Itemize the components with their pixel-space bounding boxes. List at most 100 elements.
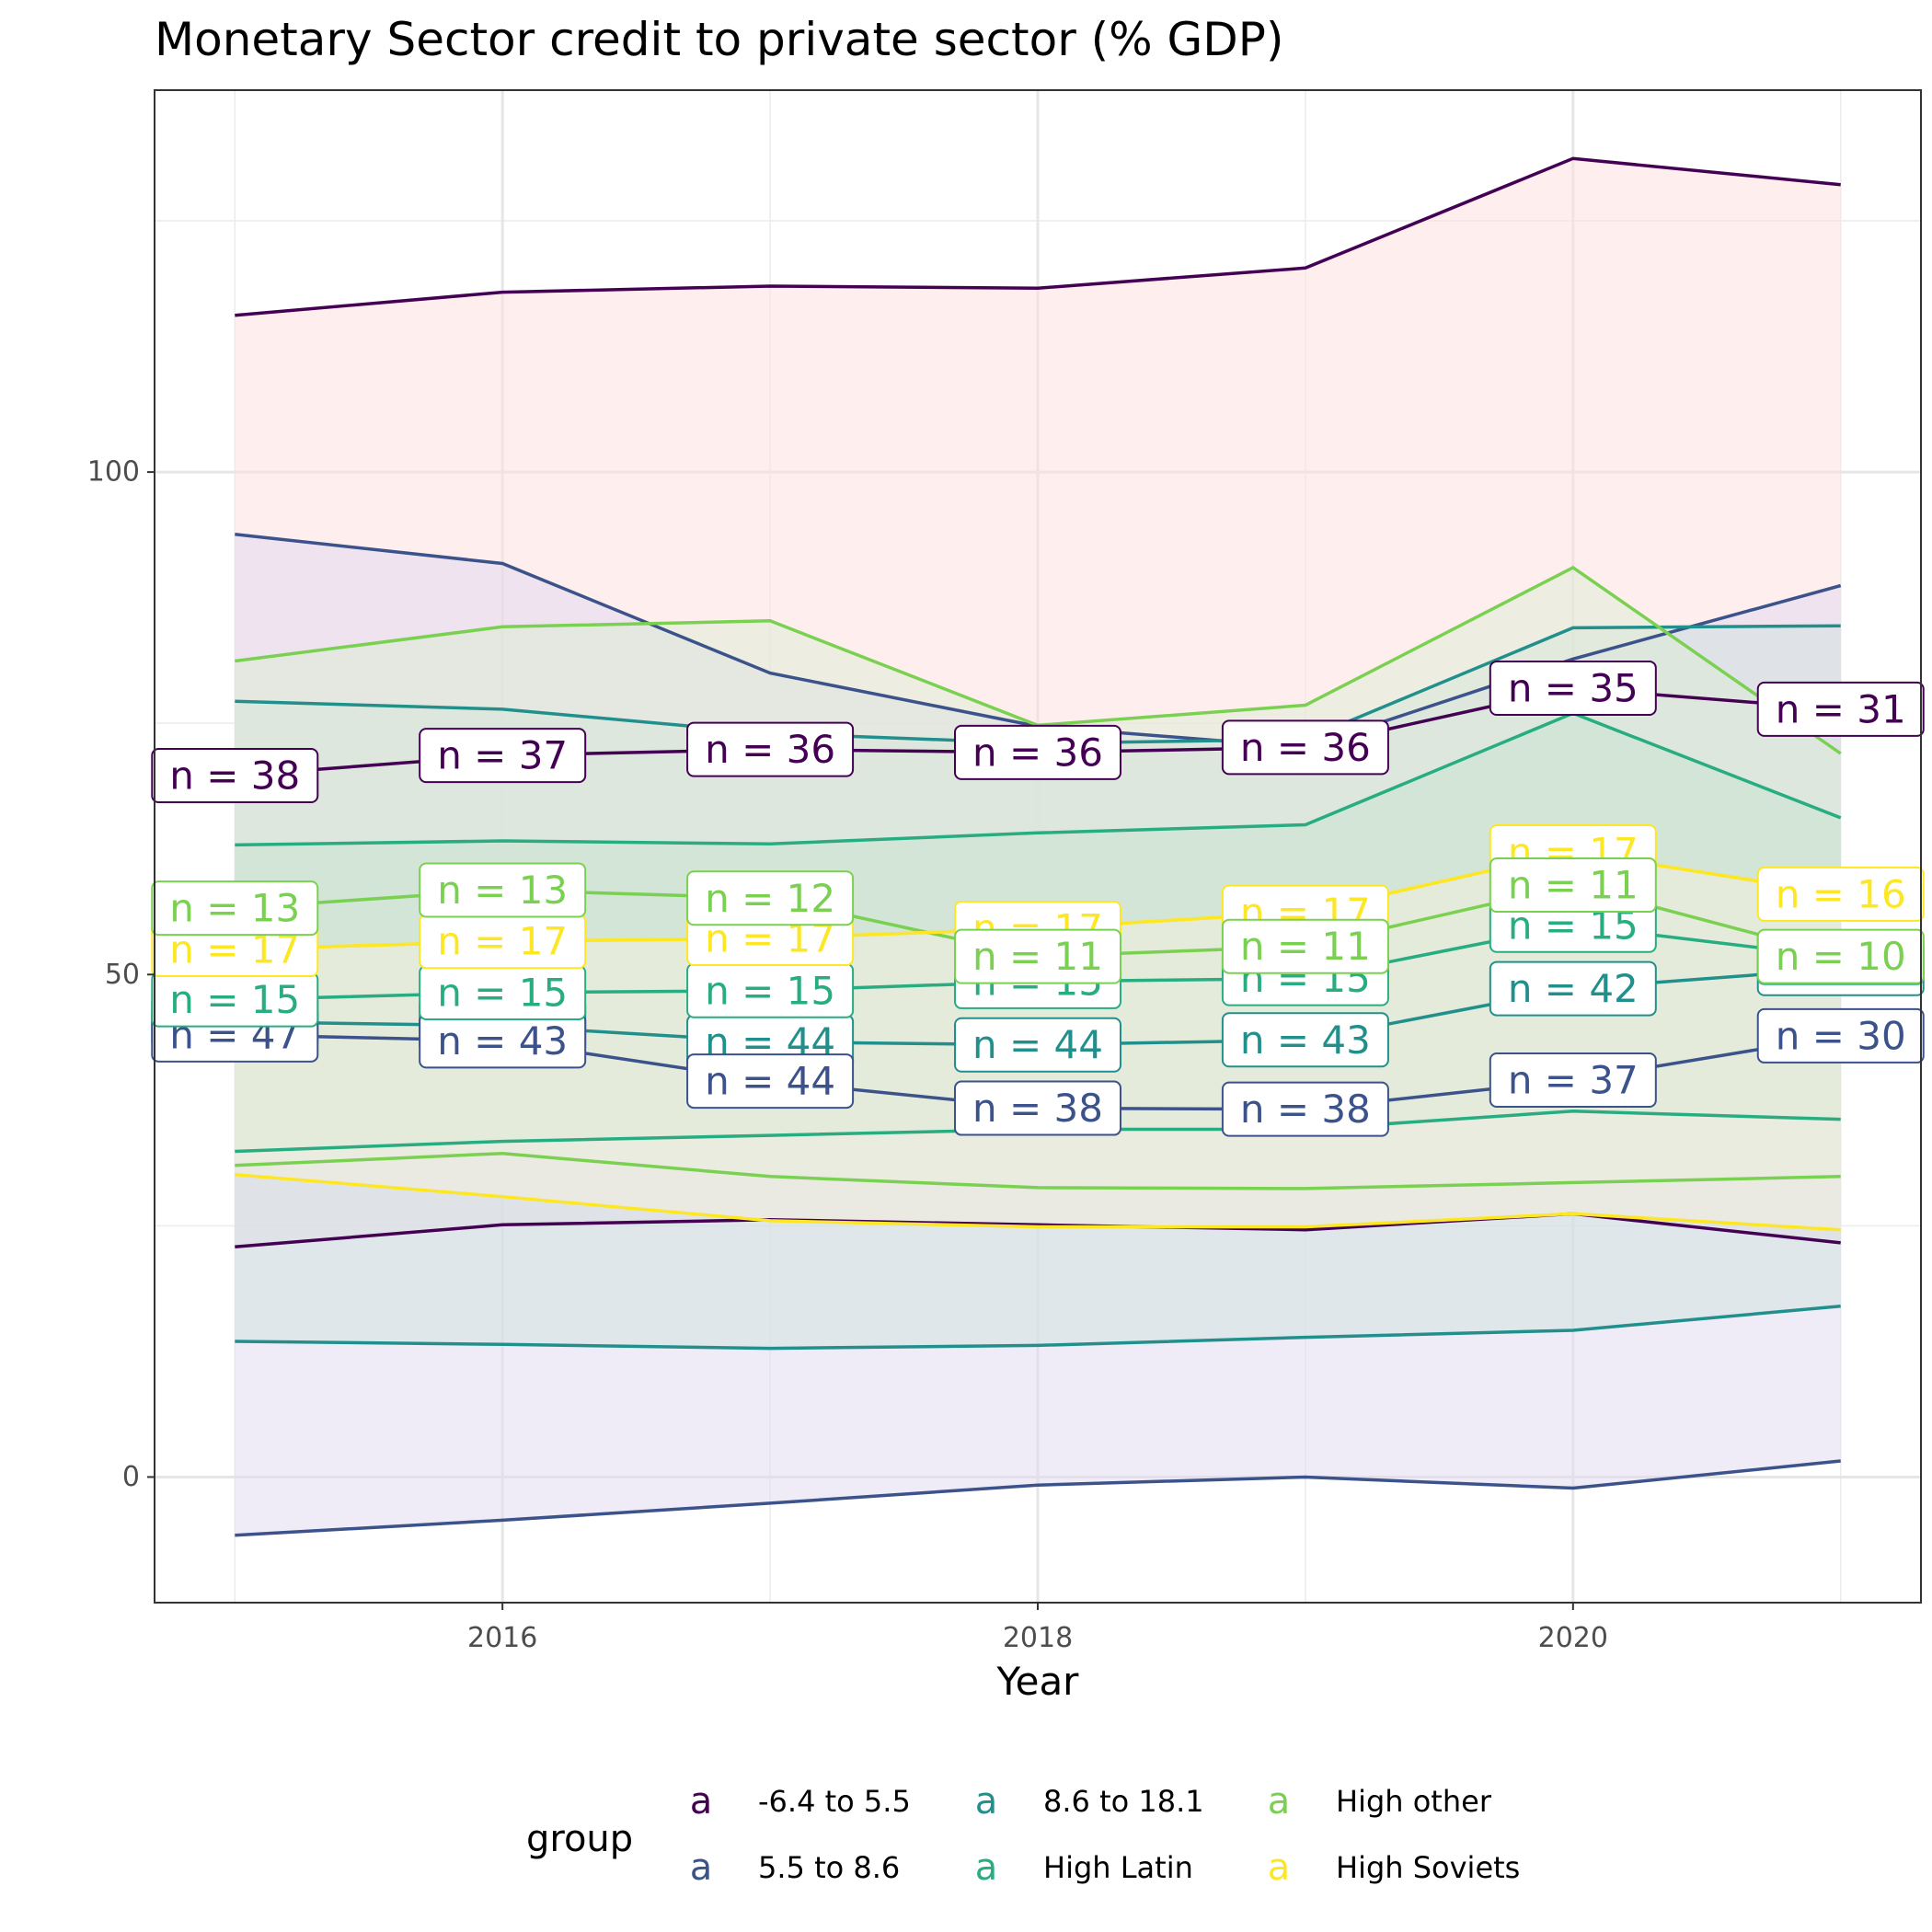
count-label: n = 44 bbox=[686, 1053, 855, 1110]
count-label-text: n = 16 bbox=[1776, 871, 1906, 916]
y-tick-label: 100 bbox=[87, 456, 140, 489]
x-tick-label: 2020 bbox=[1538, 1622, 1608, 1654]
count-label: n = 15 bbox=[419, 964, 587, 1020]
count-label-box bbox=[954, 1017, 1121, 1073]
count-label: n = 38 bbox=[1221, 1081, 1389, 1137]
legend-label: 5.5 to 8.6 bbox=[758, 1850, 900, 1885]
legend-key: a bbox=[975, 1846, 998, 1889]
count-label-box bbox=[1221, 918, 1389, 974]
lower-line bbox=[235, 1151, 1841, 1190]
legend-label: 8.6 to 18.1 bbox=[1043, 1784, 1204, 1819]
count-label-text: n = 36 bbox=[972, 730, 1103, 775]
legend-title: group bbox=[526, 1818, 633, 1860]
count-label-text: n = 38 bbox=[972, 1086, 1103, 1131]
count-label: n = 30 bbox=[1756, 1007, 1925, 1064]
y-tick-label: 0 bbox=[122, 1461, 140, 1493]
count-label-text: n = 11 bbox=[1508, 863, 1639, 908]
chart-title: Monetary Sector credit to private sector… bbox=[155, 13, 1283, 66]
count-label: n = 17 bbox=[419, 914, 587, 970]
count-label-box bbox=[1489, 857, 1657, 914]
count-label-box bbox=[1756, 928, 1925, 984]
upper-line bbox=[235, 156, 1841, 317]
y-tick-label: 50 bbox=[105, 959, 140, 991]
legend-key: a bbox=[975, 1780, 998, 1823]
count-label: n = 15 bbox=[151, 972, 319, 1028]
count-label-box bbox=[419, 728, 587, 784]
count-label: n = 12 bbox=[686, 870, 855, 926]
count-label: n = 11 bbox=[1489, 857, 1657, 914]
count-label: n = 31 bbox=[1756, 681, 1925, 737]
count-label: n = 42 bbox=[1489, 960, 1657, 1017]
count-label-text: n = 13 bbox=[437, 868, 568, 913]
count-label: n = 15 bbox=[686, 962, 855, 1018]
count-label-box bbox=[954, 928, 1121, 984]
count-label: n = 43 bbox=[1221, 1012, 1389, 1068]
count-label: n = 16 bbox=[1756, 866, 1925, 922]
count-label-box bbox=[686, 870, 855, 926]
count-label-box bbox=[1756, 681, 1925, 737]
count-label: n = 36 bbox=[954, 724, 1121, 780]
count-label: n = 43 bbox=[419, 1013, 587, 1069]
count-label-text: n = 15 bbox=[705, 968, 835, 1013]
count-label-text: n = 38 bbox=[1240, 1087, 1371, 1132]
count-label: n = 44 bbox=[954, 1017, 1121, 1073]
count-label-text: n = 11 bbox=[1240, 924, 1371, 969]
legend: group a -6.4 to 5.5 a 5.5 to 8.6 a 8.6 to 18.… bbox=[526, 1780, 1520, 1889]
legend-label: High Latin bbox=[1043, 1850, 1193, 1885]
x-tick-label: 2016 bbox=[467, 1622, 537, 1654]
count-label-box bbox=[1756, 1007, 1925, 1064]
count-label: n = 36 bbox=[1221, 719, 1389, 776]
axis-layer: 0 50 100 2016 2018 2020 bbox=[87, 456, 1608, 1654]
count-label-box bbox=[954, 724, 1121, 780]
count-label-box bbox=[954, 1080, 1121, 1136]
count-label: n = 13 bbox=[419, 862, 587, 918]
lower-line bbox=[235, 1459, 1841, 1537]
count-label-box bbox=[1489, 960, 1657, 1017]
count-label-text: n = 30 bbox=[1776, 1013, 1906, 1058]
count-label: n = 38 bbox=[151, 747, 319, 803]
count-label-text: n = 10 bbox=[1776, 934, 1906, 979]
count-label: n = 37 bbox=[1489, 1052, 1657, 1108]
count-label-box bbox=[1221, 1012, 1389, 1068]
legend-key: a bbox=[690, 1780, 713, 1823]
count-label-box bbox=[151, 747, 319, 803]
count-label: n = 11 bbox=[954, 928, 1121, 984]
count-label-box bbox=[1489, 1052, 1657, 1108]
count-label-layer: n = 45n = 43n = 44n = 44n = 43n = 42n = … bbox=[151, 660, 1925, 1137]
count-label-box bbox=[151, 880, 319, 937]
count-label-box bbox=[1221, 719, 1389, 776]
count-label-text: n = 12 bbox=[705, 876, 835, 921]
count-label-box bbox=[419, 862, 587, 918]
legend-label: High other bbox=[1336, 1784, 1492, 1819]
count-label: n = 11 bbox=[1221, 918, 1389, 974]
count-label-text: n = 36 bbox=[705, 727, 835, 772]
count-label-box bbox=[686, 721, 855, 777]
count-label-text: n = 11 bbox=[972, 934, 1103, 979]
count-label-text: n = 43 bbox=[437, 1018, 568, 1064]
lower-line bbox=[235, 1305, 1841, 1351]
count-label: n = 36 bbox=[686, 721, 855, 777]
legend-key: a bbox=[1268, 1846, 1291, 1889]
count-label-text: n = 37 bbox=[437, 733, 568, 778]
count-label-box bbox=[1221, 1081, 1389, 1137]
count-label-text: n = 44 bbox=[705, 1059, 835, 1104]
count-label-text: n = 13 bbox=[169, 886, 300, 931]
count-label-box bbox=[686, 1053, 855, 1110]
count-label-text: n = 31 bbox=[1776, 686, 1906, 731]
count-label-text: n = 36 bbox=[1240, 725, 1371, 770]
legend-key: a bbox=[1268, 1780, 1291, 1823]
lower-line bbox=[235, 1172, 1841, 1232]
count-label-text: n = 37 bbox=[1508, 1057, 1639, 1102]
count-label: n = 35 bbox=[1489, 660, 1657, 716]
count-label-text: n = 15 bbox=[437, 970, 568, 1015]
count-label-text: n = 43 bbox=[1240, 1018, 1371, 1063]
x-axis-title: Year bbox=[996, 1659, 1080, 1704]
count-label: n = 37 bbox=[419, 728, 587, 784]
count-label-box bbox=[1756, 866, 1925, 922]
count-label-text: n = 15 bbox=[169, 977, 300, 1022]
count-label-text: n = 17 bbox=[437, 919, 568, 964]
count-label: n = 13 bbox=[151, 880, 319, 937]
legend-label: -6.4 to 5.5 bbox=[758, 1784, 911, 1819]
count-label-box bbox=[1489, 660, 1657, 716]
